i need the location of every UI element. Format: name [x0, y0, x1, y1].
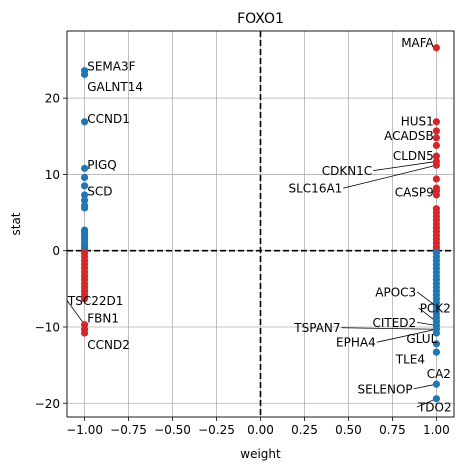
point-label: CASP9 — [395, 185, 434, 199]
data-point — [432, 141, 441, 150]
x-tick-label: −0.25 — [198, 423, 235, 437]
point-label: EPHA4 — [336, 336, 376, 350]
point-label: GALNT14 — [87, 80, 143, 94]
y-tick-label: −20 — [35, 397, 60, 411]
x-tick-label: 0.50 — [335, 423, 362, 437]
x-tick-label: 1.00 — [423, 423, 450, 437]
data-point — [80, 295, 89, 303]
chart-title: FOXO1 — [237, 11, 284, 27]
point-label: HUS1 — [401, 115, 434, 129]
point-label: PIGQ — [87, 158, 117, 172]
data-point — [80, 204, 89, 212]
y-tick-label: 20 — [45, 92, 60, 106]
point-label: SEMA3F — [87, 60, 135, 74]
point-label: SELENOP — [358, 382, 413, 396]
data-point — [432, 340, 441, 348]
point-label: FBN1 — [87, 311, 119, 325]
y-tick-label: 0 — [52, 244, 60, 258]
y-axis-label: stat — [9, 212, 23, 235]
data-point — [80, 182, 89, 190]
x-tick-label: −0.50 — [154, 423, 191, 437]
point-label: CCND1 — [87, 112, 130, 126]
label-connector — [341, 327, 437, 330]
x-tick-label: −1.00 — [66, 423, 103, 437]
point-label: CA2 — [427, 367, 451, 381]
point-label: CDKN1C — [322, 164, 372, 178]
x-tick-label: 0.00 — [247, 423, 274, 437]
x-axis-ticks: −1.00 −0.75 −0.50 −0.25 0.00 0.25 0.50 0.75 1.00 — [66, 417, 450, 437]
data-point — [432, 329, 441, 337]
point-label: PCK2 — [420, 301, 451, 315]
point-label: APOC3 — [375, 285, 416, 299]
data-point — [432, 127, 441, 135]
data-point — [80, 118, 89, 126]
data-point — [80, 191, 89, 199]
data-point — [80, 164, 89, 172]
x-tick-label: −0.75 — [110, 423, 147, 437]
data-point — [432, 191, 441, 199]
point-label: GLUL — [406, 332, 437, 346]
point-label: TSC22D1 — [67, 294, 123, 308]
x-axis-label: weight — [240, 447, 281, 461]
data-point — [432, 118, 441, 126]
x-tick-label: 0.25 — [291, 423, 318, 437]
y-tick-label: 10 — [45, 168, 60, 182]
point-label: ACADSB — [384, 129, 434, 143]
data-point — [80, 196, 89, 204]
label-connector — [376, 328, 437, 343]
data-point — [432, 175, 441, 183]
data-point — [432, 161, 441, 169]
data-point — [432, 395, 441, 403]
data-points — [80, 44, 441, 403]
label-connector — [373, 161, 437, 171]
x-tick-label: 0.75 — [379, 423, 406, 437]
data-point — [80, 70, 89, 79]
point-label: MAFA — [401, 36, 434, 50]
data-point — [80, 329, 89, 337]
label-connector — [343, 164, 437, 189]
data-point — [432, 44, 441, 52]
point-label: SLC16A1 — [289, 182, 343, 196]
reference-lines — [67, 31, 454, 417]
data-point — [432, 134, 441, 142]
point-label: TDO2 — [417, 401, 452, 415]
point-label: CITED2 — [372, 316, 416, 330]
data-point — [432, 152, 441, 160]
label-connector — [413, 383, 437, 390]
data-point — [432, 348, 441, 356]
y-tick-label: −10 — [35, 320, 60, 334]
point-label: CLDN5 — [393, 149, 434, 163]
point-label: TSPAN7 — [293, 321, 340, 335]
y-axis-ticks: −20 −10 0 10 20 — [35, 92, 67, 411]
point-label: SCD — [87, 185, 112, 199]
point-label: TLE4 — [395, 353, 425, 367]
point-label: CCND2 — [87, 338, 130, 352]
label-connector — [66, 300, 85, 325]
data-point — [80, 173, 89, 182]
data-point — [432, 380, 441, 388]
point-annotations: SEMA3F GALNT14 CCND1 PIGQ SCD TSC22D1 FBN1 CCND… — [67, 36, 452, 415]
